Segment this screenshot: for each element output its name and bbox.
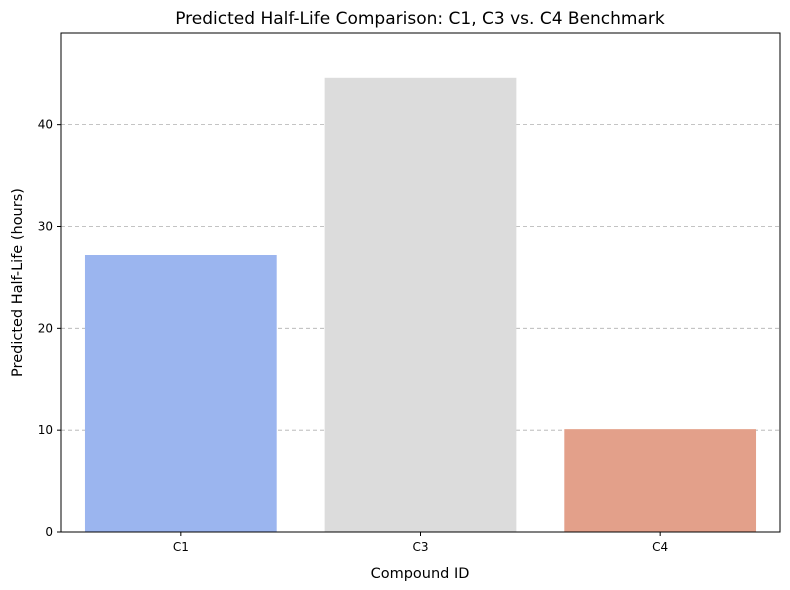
- bars: [84, 77, 757, 532]
- x-tick-label: C4: [652, 540, 668, 554]
- bar-c1: [84, 255, 277, 532]
- bar-c3: [324, 77, 517, 532]
- y-axis-label: Predicted Half-Life (hours): [10, 188, 26, 377]
- x-tick-label: C3: [412, 540, 428, 554]
- x-axis-ticks: C1 C3 C4: [173, 532, 668, 554]
- x-tick-label: C1: [173, 540, 189, 554]
- bar-c4: [564, 429, 757, 532]
- y-tick-label: 10: [38, 423, 53, 437]
- x-axis-label: Compound ID: [371, 566, 470, 582]
- y-tick-label: 20: [38, 321, 53, 335]
- y-axis-ticks: 0 10 20 30 40: [38, 118, 61, 539]
- y-tick-label: 30: [38, 219, 53, 233]
- chart-title: Predicted Half-Life Comparison: C1, C3 v…: [175, 9, 665, 29]
- y-tick-label: 0: [45, 525, 53, 539]
- y-tick-label: 40: [38, 118, 53, 132]
